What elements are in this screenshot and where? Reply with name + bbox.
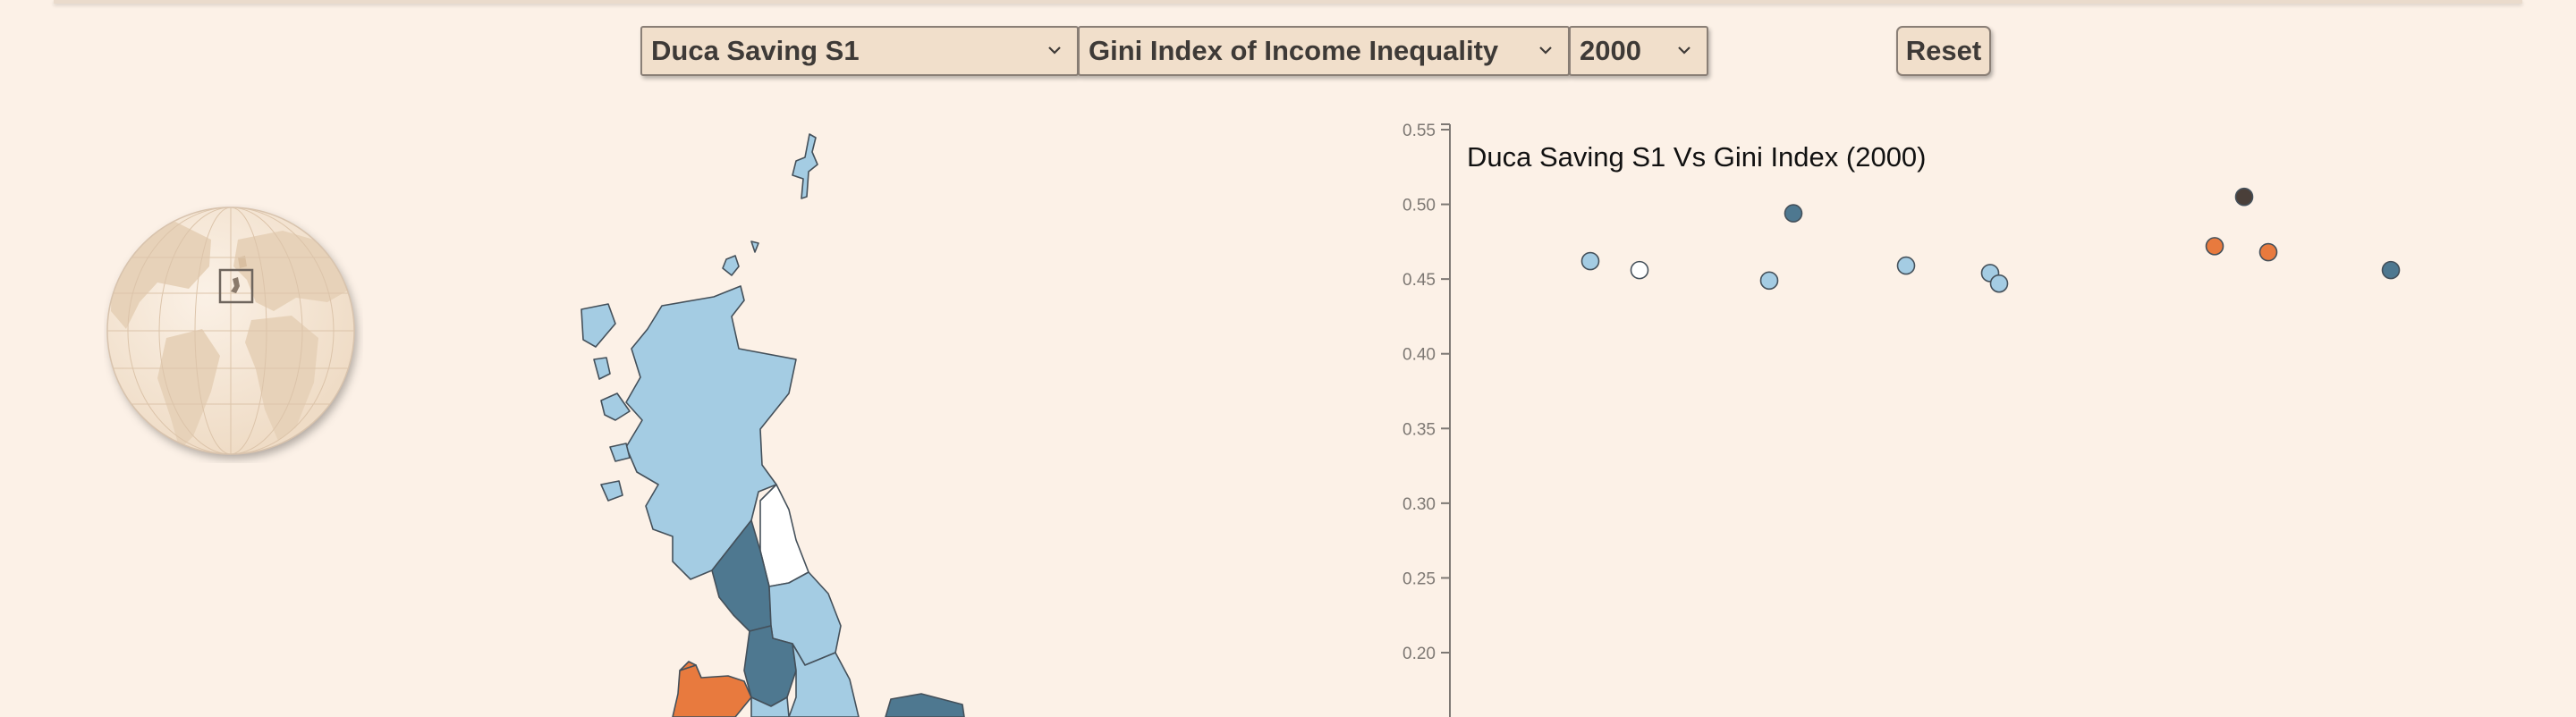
year-select-value: 2000: [1580, 35, 1641, 66]
chart-title: Duca Saving S1 Vs Gini Index (2000): [1467, 141, 1927, 173]
scatter-point[interactable]: [1896, 256, 1916, 275]
top-divider: [54, 0, 2522, 4]
region-map[interactable]: [537, 125, 1038, 717]
y-tick-label: 0.55: [1402, 122, 1436, 140]
scatter-point[interactable]: [1784, 204, 1803, 223]
region-mull[interactable]: [609, 443, 631, 462]
controls-bar: Duca Saving S1 Gini Index of Income Ineq…: [0, 26, 2576, 80]
scatter-chart: 0.20 0.25 0.30 0.35 0.40 0.45 0.50 0.55 Duca Sa…: [1402, 122, 2401, 717]
scatter-point[interactable]: [2234, 187, 2254, 207]
region-east-midlands[interactable]: [788, 643, 860, 717]
y-axis: 0.20 0.25 0.30 0.35 0.40 0.45 0.50 0.55: [1402, 122, 1451, 717]
reset-button[interactable]: Reset: [1896, 26, 1991, 76]
indicator-select-value: Gini Index of Income Inequality: [1089, 35, 1499, 66]
data-points: [1580, 187, 2401, 293]
y-tick-label: 0.35: [1402, 420, 1436, 439]
chevron-down-icon: [1678, 46, 1690, 55]
region-west-midlands-south[interactable]: [750, 696, 790, 717]
chevron-down-icon: [1539, 46, 1552, 55]
scatter-point[interactable]: [2381, 260, 2401, 280]
y-tick-label: 0.30: [1402, 495, 1436, 514]
variable-select[interactable]: Duca Saving S1: [640, 26, 1079, 76]
y-tick-label: 0.25: [1402, 569, 1436, 588]
region-skye[interactable]: [600, 392, 631, 421]
y-tick-label: 0.45: [1402, 271, 1436, 290]
year-select[interactable]: 2000: [1569, 26, 1708, 76]
region-islay[interactable]: [600, 480, 623, 502]
region-west-midlands[interactable]: [743, 625, 797, 707]
variable-select-value: Duca Saving S1: [651, 35, 860, 66]
scatter-point[interactable]: [1630, 260, 1649, 280]
viewport-indicator: [218, 268, 254, 304]
scatter-point[interactable]: [1989, 274, 2009, 293]
globe-locator[interactable]: [104, 204, 363, 463]
region-north-east[interactable]: [759, 484, 809, 587]
region-shetland[interactable]: [792, 133, 818, 199]
globe-graticule: [107, 207, 354, 454]
scatter-point[interactable]: [2258, 242, 2278, 262]
region-west-isles-2[interactable]: [593, 357, 611, 380]
chevron-down-icon: [1048, 46, 1061, 55]
scatter-point[interactable]: [1759, 271, 1779, 291]
region-west-isles[interactable]: [580, 303, 616, 348]
region-orkney-small[interactable]: [750, 240, 759, 253]
y-tick-label: 0.40: [1402, 346, 1436, 365]
y-tick-label: 0.50: [1402, 197, 1436, 215]
scatter-point[interactable]: [2205, 237, 2224, 256]
region-east-of-england[interactable]: [885, 693, 965, 717]
region-orkney[interactable]: [722, 255, 740, 276]
indicator-select[interactable]: Gini Index of Income Inequality: [1078, 26, 1570, 76]
scatter-point[interactable]: [1580, 251, 1600, 271]
y-tick-label: 0.20: [1402, 645, 1436, 663]
region-wales[interactable]: [672, 664, 752, 717]
region-wales-anglesey[interactable]: [679, 661, 697, 671]
uk-marker-icon: [231, 277, 240, 293]
